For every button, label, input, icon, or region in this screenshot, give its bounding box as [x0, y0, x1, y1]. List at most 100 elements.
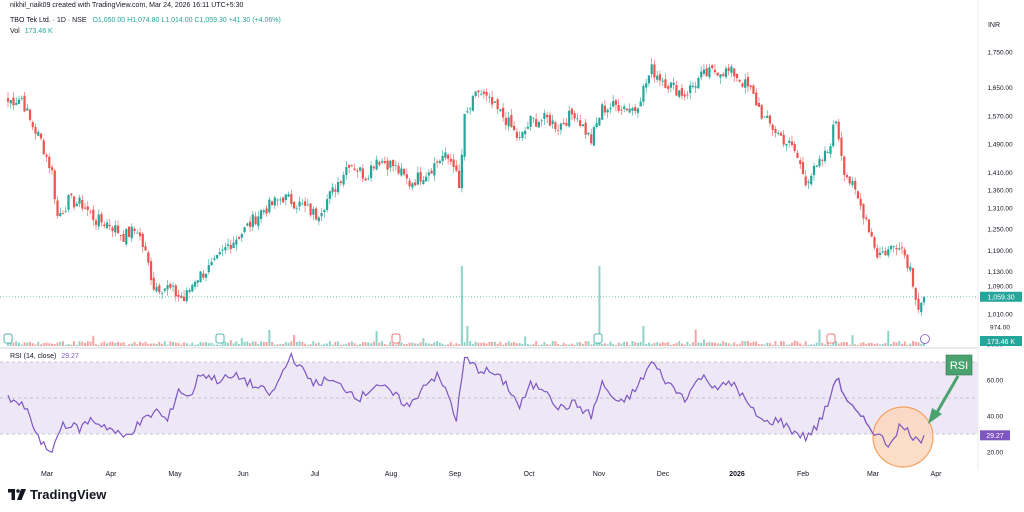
candle-body: [59, 212, 62, 217]
volume-bar: [551, 341, 554, 346]
volume-legend[interactable]: Vol 173.46 K: [10, 28, 53, 35]
candle-body: [298, 201, 301, 207]
rsi-label: RSI (14, close): [10, 353, 57, 360]
volume-bar: [656, 342, 659, 346]
candle-body: [752, 85, 755, 94]
volume-bar: [249, 343, 252, 346]
volume-bar: [573, 344, 576, 346]
candle-body: [455, 165, 458, 171]
volume-bar: [920, 343, 923, 346]
candle-body: [672, 82, 675, 85]
volume-bar: [881, 343, 884, 346]
earnings-marker[interactable]: [3, 333, 13, 344]
candle-body: [191, 284, 194, 292]
volume-bar: [304, 343, 307, 346]
candle-body: [724, 68, 728, 78]
candle-body: [576, 118, 579, 120]
candle-body: [719, 74, 722, 78]
volume-bar: [763, 344, 766, 346]
volume-bar: [419, 342, 422, 346]
volume-bar: [12, 342, 15, 346]
volume-bar: [136, 344, 139, 346]
volume-bar: [86, 341, 89, 346]
volume-bar: [84, 343, 87, 346]
volume-bar: [37, 341, 40, 346]
volume-bar: [568, 344, 571, 346]
candle-body: [598, 118, 601, 126]
volume-bar: [559, 344, 562, 346]
volume-badge: 173.46 K: [980, 336, 1022, 346]
volume-bar: [240, 338, 243, 346]
candle-body: [691, 85, 695, 88]
price-axis[interactable]: 1,750.00 1,650.00 1,570.00 1,490.00 1,410.00…: [987, 50, 1013, 332]
earnings-marker[interactable]: [593, 333, 603, 344]
volume-bar: [262, 342, 265, 346]
volume-bar: [774, 341, 777, 346]
candle-body: [887, 249, 890, 256]
volume-bar: [403, 344, 406, 346]
rsi-badge-text: 29.27: [986, 433, 1004, 440]
candle-body: [94, 220, 98, 225]
volume-bar: [477, 342, 480, 346]
candle-body: [152, 277, 155, 290]
volume-bar: [592, 343, 595, 346]
time-tick-label: Nov: [593, 471, 606, 478]
volume-bar: [623, 341, 626, 346]
earnings-marker[interactable]: [826, 333, 836, 344]
volume-bar: [331, 344, 334, 346]
volume-bar: [7, 341, 9, 346]
candle-body: [568, 110, 571, 127]
volume-bar: [642, 326, 645, 346]
candle-body: [675, 85, 678, 96]
volume-bar: [760, 344, 763, 346]
rsi-legend[interactable]: RSI (14, close) 29.27: [10, 353, 79, 360]
dividend-marker[interactable]: [920, 334, 930, 344]
candle-body: [788, 140, 791, 143]
candle-body: [372, 166, 375, 169]
volume-bar: [507, 341, 510, 346]
candle-body: [779, 132, 783, 136]
volume-bar: [227, 342, 230, 346]
candle-body: [273, 197, 276, 206]
volume-bar: [185, 343, 188, 346]
volume-bar: [177, 342, 180, 346]
volume-bar: [174, 342, 177, 346]
candle-body: [700, 71, 703, 78]
volume-bar: [826, 341, 829, 346]
earnings-marker[interactable]: [391, 333, 401, 344]
time-axis[interactable]: Mar Apr May Jun Jul Aug Sep Oct Nov Dec 2026 Feb Mar…: [41, 471, 942, 478]
volume-label: Vol: [10, 28, 20, 35]
event-markers[interactable]: [3, 333, 930, 344]
volume-bar: [466, 326, 469, 346]
volume-bar: [526, 344, 529, 346]
volume-bar: [482, 342, 485, 346]
candle-body: [20, 97, 23, 99]
candle-body: [603, 105, 607, 113]
candle-body: [416, 172, 419, 185]
volume-bar: [859, 343, 862, 346]
earnings-marker[interactable]: [215, 333, 225, 344]
candle-body: [488, 96, 491, 98]
candle-body: [667, 86, 670, 89]
candle-body: [78, 197, 81, 204]
candle-body: [548, 114, 551, 126]
candle-body: [546, 114, 549, 118]
candle-body: [262, 210, 265, 213]
candle-body: [482, 91, 485, 94]
candle-body: [108, 224, 111, 227]
tradingview-logo[interactable]: TradingView: [8, 487, 106, 502]
volume-bar: [210, 343, 213, 346]
candle-body: [301, 203, 304, 205]
symbol-legend[interactable]: TBO Tek Ltd. · 1D · NSE O1,050.00 H1,074…: [10, 17, 281, 24]
candle-body: [403, 169, 406, 175]
volume-bar: [587, 341, 590, 346]
rsi-line: [7, 351, 925, 454]
candle-body: [427, 172, 430, 176]
candle-body: [221, 249, 224, 251]
ohlc-values: O1,050.00 H1,074.80 L1,014.00 C1,059.30 …: [92, 17, 281, 24]
candle-body: [496, 99, 499, 110]
volume-bar: [411, 342, 414, 346]
candle-body: [733, 68, 736, 77]
candle-body: [859, 198, 862, 206]
